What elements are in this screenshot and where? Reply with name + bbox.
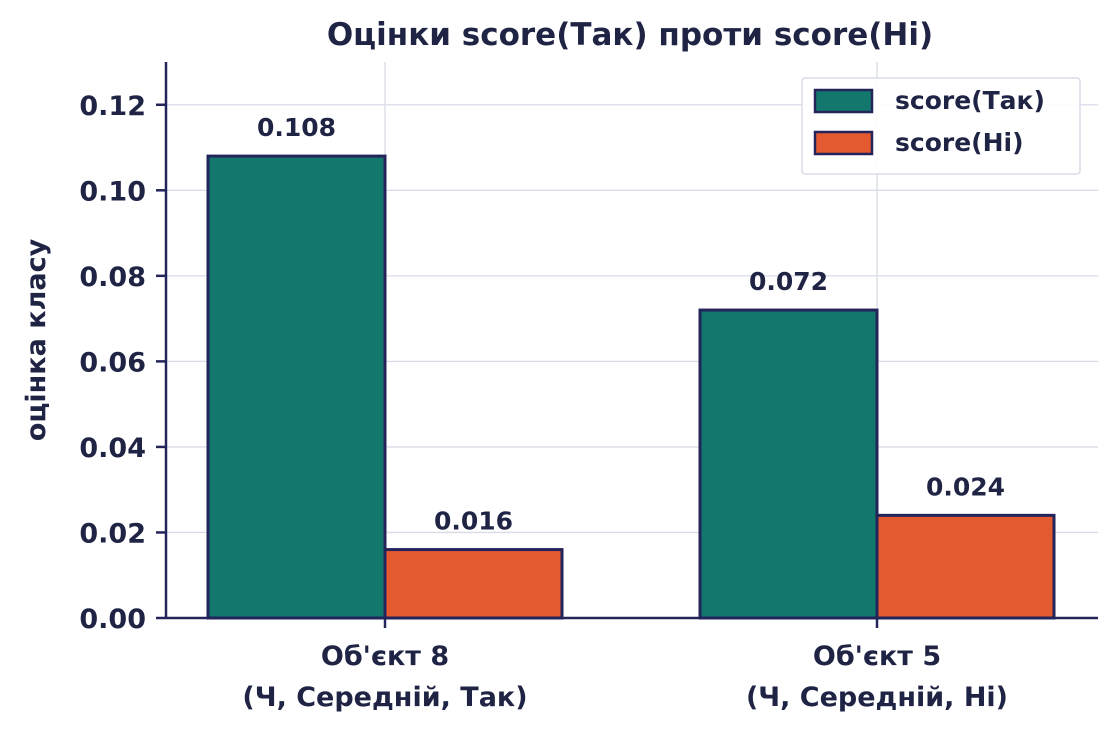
y-tick-label: 0.00 [79,604,146,635]
y-tick-label: 0.02 [79,518,146,549]
x-category-label: Об'єкт 8 [321,641,449,672]
x-category-sublabel: (Ч, Середній, Ні) [746,682,1008,713]
bar-tak-2 [698,308,879,620]
legend: score(Так) score(Ні) [801,77,1081,175]
bar-value-label: 0.108 [257,113,336,142]
bars: 0.108 0.072 0.016 0.024 [206,113,1056,620]
legend-swatch [813,130,874,156]
bar-tak-1 [206,154,387,620]
legend-swatch [813,88,874,114]
axes [164,62,1098,620]
legend-entry-label: score(Так) [895,86,1045,115]
bar-value-label: 0.016 [434,507,513,536]
y-tick-label: 0.12 [79,91,146,122]
bar-value-label: 0.024 [926,472,1005,501]
y-tick-label: 0.10 [79,176,146,207]
bar-value-label: 0.072 [749,267,828,296]
chart-title: Оцінки score(Так) проти score(Ні) [327,17,933,53]
y-tick-label: 0.04 [79,433,146,464]
y-ticks: 0.00 0.02 0.04 0.06 0.08 0.10 0.12 [79,91,166,635]
legend-entry-label: score(Ні) [895,128,1024,157]
bar-ni-1 [383,548,564,620]
x-category-label: Об'єкт 5 [813,641,941,672]
x-category-sublabel: (Ч, Середній, Так) [242,682,527,713]
y-tick-label: 0.08 [79,262,146,293]
y-tick-label: 0.06 [79,347,146,378]
bar-ni-2 [875,513,1056,620]
y-axis-label: оцінка класу [21,238,52,441]
x-categories: Об'єкт 8 (Ч, Середній, Так) Об'єкт 5 (Ч, Се… [242,618,1008,713]
